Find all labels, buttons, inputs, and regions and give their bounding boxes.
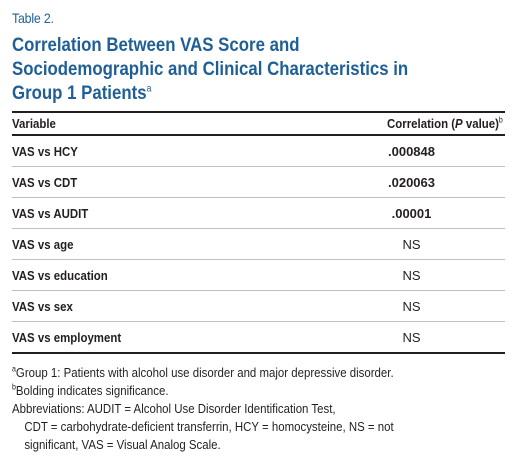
table-row: VAS vs employment NS — [12, 321, 505, 352]
table-number-label: Table 2. — [12, 10, 54, 26]
cell-variable: VAS vs employment — [12, 329, 122, 345]
cell-correlation: .000848 — [388, 143, 435, 159]
table-body: VAS vs HCY .000848 VAS vs CDT .020063 VAS vs… — [12, 136, 505, 352]
table-row: VAS vs sex NS — [12, 290, 505, 321]
footnote-a-marker: a — [12, 364, 16, 374]
correlation-table: Variable Correlation (P value)b VAS vs H… — [12, 111, 505, 354]
column-header-footnote-marker: b — [499, 115, 504, 125]
column-header-correlation-prefix: Correlation ( — [387, 116, 456, 131]
column-header-correlation: Correlation (P value)b — [387, 116, 505, 131]
table-row: VAS vs HCY .000848 — [12, 136, 505, 166]
footnote-b-marker: b — [12, 382, 16, 392]
cell-variable: VAS vs sex — [12, 298, 73, 314]
table-title-line-2: Sociodemographic and Clinical Characteri… — [12, 59, 409, 80]
table-row: VAS vs AUDIT .00001 — [12, 197, 505, 228]
footnote-a: aGroup 1: Patients with alcohol use diso… — [12, 364, 505, 382]
table-title-line-1: Correlation Between VAS Score and — [12, 35, 300, 56]
column-header-variable: Variable — [12, 116, 56, 131]
table-row: VAS vs CDT .020063 — [12, 166, 505, 197]
column-header-p: P — [455, 116, 464, 131]
cell-correlation: NS — [402, 267, 421, 283]
column-header-correlation-suffix: value) — [463, 116, 500, 131]
cell-correlation: NS — [402, 236, 421, 252]
table-footnotes: aGroup 1: Patients with alcohol use diso… — [12, 364, 505, 454]
table-header-row: Variable Correlation (P value)b — [12, 113, 505, 136]
footnote-b: bBolding indicates significance. — [12, 382, 505, 400]
cell-correlation: .020063 — [388, 174, 435, 190]
footnote-b-text: Bolding indicates significance. — [15, 383, 169, 398]
abbreviations-line-3: significant, VAS = Visual Analog Scale. — [24, 437, 221, 452]
footnote-a-text: Group 1: Patients with alcohol use disor… — [15, 365, 394, 380]
table-title: Correlation Between VAS Score and Sociod… — [12, 34, 508, 106]
table-row: VAS vs age NS — [12, 228, 505, 259]
cell-correlation: NS — [402, 298, 421, 314]
cell-variable: VAS vs HCY — [12, 143, 78, 159]
cell-correlation: NS — [402, 329, 421, 345]
title-footnote-marker: a — [146, 83, 152, 95]
table-row: VAS vs education NS — [12, 259, 505, 290]
cell-variable: VAS vs age — [12, 236, 74, 252]
cell-variable: VAS vs CDT — [12, 174, 78, 190]
table-title-line-3: Group 1 Patients — [12, 83, 147, 104]
cell-correlation: .00001 — [391, 205, 432, 221]
abbreviations-line-2: CDT = carbohydrate-deficient transferrin… — [24, 419, 394, 434]
abbreviations-line-1: Abbreviations: AUDIT = Alcohol Use Disor… — [12, 401, 336, 416]
cell-variable: VAS vs education — [12, 267, 108, 283]
cell-variable: VAS vs AUDIT — [12, 205, 89, 221]
